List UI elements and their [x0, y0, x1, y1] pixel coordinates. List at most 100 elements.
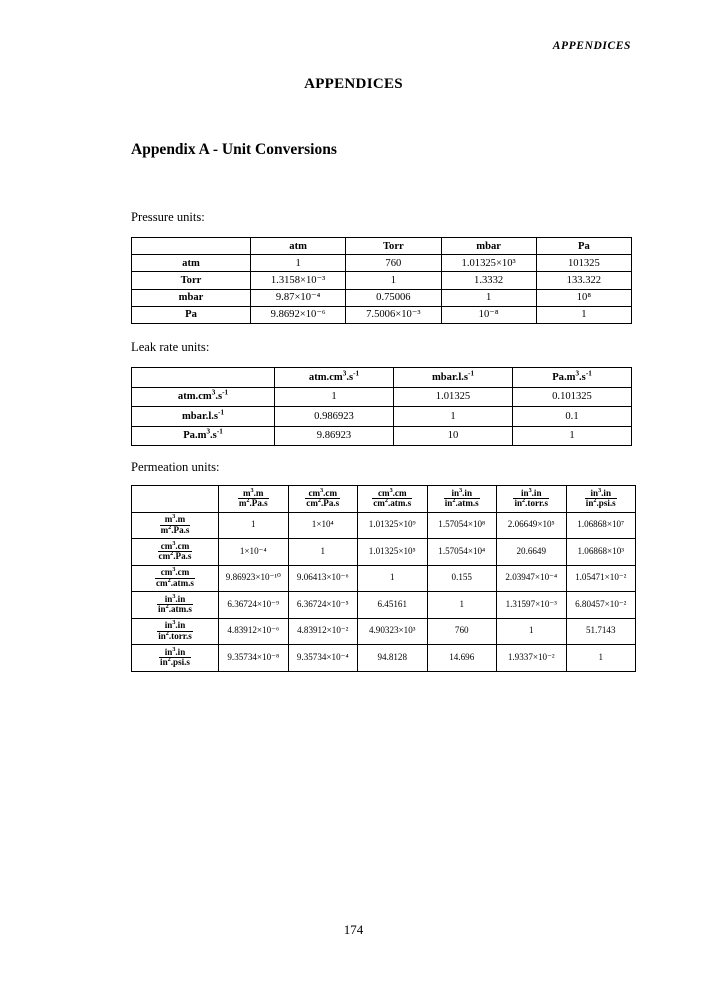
column-header-unit-6: in3.in in2.psi.s [565, 485, 636, 513]
column-header-atm: atm [249, 236, 347, 256]
data-cell: 760 [345, 254, 442, 273]
data-cell: 51.7143 [565, 617, 636, 645]
row-header-Pa.m3.s-1: Pa.m3.s-1 [131, 425, 275, 446]
data-cell: 0.1 [512, 406, 632, 427]
data-cell: 9.06413×10⁻⁶ [287, 564, 358, 592]
column-header-unit-4: in3.in in2.atm.s [426, 485, 497, 513]
data-cell: 1.3332 [440, 271, 537, 290]
table-row: in3.in in2.atm.s 6.36724×10⁻⁹ 6.36724×10⁻⁵ 6… [131, 591, 636, 619]
data-cell: 10 [393, 425, 513, 446]
column-header-unit-5: in3.in in2.torr.s [496, 485, 567, 513]
table-header-row: atm.cm3.s-1 mbar.l.s-1 Pa.m3.s-1 [131, 367, 632, 388]
page-number: 174 [343, 922, 364, 937]
table-row: mbar 9.87×10⁻⁴ 0.75006 1 10⁸ [131, 288, 633, 307]
leak-rate-units-caption: Leak rate units: [131, 340, 210, 354]
data-cell: 6.36724×10⁻⁵ [287, 591, 358, 619]
data-cell: 9.35734×10⁻⁴ [287, 644, 358, 672]
row-header-unit-6: in3.in in2.psi.s [131, 644, 219, 672]
data-cell: 1 [565, 644, 636, 672]
column-header-unit-2: cm3.cm cm2.Pa.s [287, 485, 358, 513]
data-cell: 1 [274, 386, 394, 407]
column-header-Pa.m3.s-1: Pa.m3.s-1 [512, 367, 632, 388]
data-cell: 6.80457×10⁻² [565, 591, 636, 619]
permeation-conversion-table: m3.m m2.Pa.s cm3.cm cm2.Pa.s cm3.cm cm2.atm.s… [131, 485, 636, 672]
table-corner-cell [131, 485, 219, 513]
table-header-row: atm Torr mbar Pa [131, 236, 633, 256]
table-row: m3.m m2.Pa.s 1 1×10⁴ 1.01325×10⁹ 1.57054×10⁸ 2… [131, 511, 636, 539]
column-header-pa: Pa [535, 236, 633, 256]
data-cell: 1.05471×10⁻² [565, 564, 636, 592]
data-cell: 1.06868×10³ [565, 538, 636, 566]
data-cell: 1 [357, 564, 428, 592]
data-cell: 1.01325×10⁵ [357, 538, 428, 566]
data-cell: 1.01325×10⁹ [357, 511, 428, 539]
data-cell: 4.83912×10⁻⁶ [218, 617, 289, 645]
data-cell: 101325 [535, 254, 633, 273]
data-cell: 9.8692×10⁻⁶ [249, 305, 347, 324]
pressure-units-caption: Pressure units: [131, 210, 205, 224]
data-cell: 4.83912×10⁻² [287, 617, 358, 645]
table-corner-cell [131, 367, 275, 388]
running-header: APPENDICES [552, 40, 631, 52]
table-row: in3.in in2.psi.s 9.35734×10⁻⁸ 9.35734×10⁻⁴ 9… [131, 644, 636, 672]
table-row: mbar.l.s-1 0.986923 1 0.1 [131, 406, 632, 427]
data-cell: 1 [440, 288, 537, 307]
data-cell: 1 [535, 305, 633, 324]
data-cell: 1 [496, 617, 567, 645]
table-row: Pa 9.8692×10⁻⁶ 7.5006×10⁻³ 10⁻⁸ 1 [131, 305, 633, 324]
row-header-mbar.l.s-1: mbar.l.s-1 [131, 406, 275, 427]
data-cell: 6.45161 [357, 591, 428, 619]
data-cell: 1×10⁴ [287, 511, 358, 539]
table-corner-cell [131, 236, 251, 256]
data-cell: 0.155 [426, 564, 497, 592]
table-row: Torr 1.3158×10⁻³ 1 1.3332 133.322 [131, 271, 633, 290]
data-cell: 20.6649 [496, 538, 567, 566]
data-cell: 1 [345, 271, 442, 290]
data-cell: 9.35734×10⁻⁸ [218, 644, 289, 672]
table-row: Pa.m3.s-1 9.86923 10 1 [131, 425, 632, 446]
table-row: in3.in in2.torr.s 4.83912×10⁻⁶ 4.83912×10⁻²… [131, 617, 636, 645]
column-header-atm.cm3.s-1: atm.cm3.s-1 [274, 367, 394, 388]
data-cell: 0.101325 [512, 386, 632, 407]
row-header-torr: Torr [131, 271, 251, 290]
table-row: atm.cm3.s-1 1 1.01325 0.101325 [131, 386, 632, 407]
data-cell: 94.8128 [357, 644, 428, 672]
row-header-unit-2: cm3.cm cm2.Pa.s [131, 538, 219, 566]
data-cell: 4.90323×10³ [357, 617, 428, 645]
data-cell: 1 [512, 425, 632, 446]
data-cell: 2.06649×10⁵ [496, 511, 567, 539]
data-cell: 1 [218, 511, 289, 539]
data-cell: 133.322 [535, 271, 633, 290]
data-cell: 6.36724×10⁻⁹ [218, 591, 289, 619]
data-cell: 9.86923 [274, 425, 394, 446]
page-title: APPENDICES [304, 76, 403, 92]
table-header-row: m3.m m2.Pa.s cm3.cm cm2.Pa.s cm3.cm cm2.atm.s… [131, 485, 636, 513]
data-cell: 14.696 [426, 644, 497, 672]
row-header-mbar: mbar [131, 288, 251, 307]
data-cell: 760 [426, 617, 497, 645]
table-row: atm 1 760 1.01325×10³ 101325 [131, 254, 633, 273]
data-cell: 1.01325 [393, 386, 513, 407]
row-header-atm.cm3.s-1: atm.cm3.s-1 [131, 386, 275, 407]
data-cell: 2.03947×10⁻⁴ [496, 564, 567, 592]
row-header-atm: atm [131, 254, 251, 273]
data-cell: 1.57054×10⁸ [426, 511, 497, 539]
row-header-unit-5: in3.in in2.torr.s [131, 617, 219, 645]
data-cell: 1 [287, 538, 358, 566]
data-cell: 9.87×10⁻⁴ [249, 288, 347, 307]
data-cell: 1.3158×10⁻³ [249, 271, 347, 290]
data-cell: 1.57054×10⁴ [426, 538, 497, 566]
row-header-pa: Pa [131, 305, 251, 324]
leak-rate-conversion-table: atm.cm3.s-1 mbar.l.s-1 Pa.m3.s-1 atm.cm3.s-… [131, 367, 632, 446]
row-header-unit-1: m3.m m2.Pa.s [131, 511, 219, 539]
data-cell: 10⁸ [535, 288, 633, 307]
row-header-unit-3: cm3.cm cm2.atm.s [131, 564, 219, 592]
pressure-conversion-table: atm Torr mbar Pa atm 1 760 1.01325×10³ 101325 Tor… [131, 236, 633, 324]
column-header-mbar.l.s-1: mbar.l.s-1 [393, 367, 513, 388]
permeation-units-caption: Permeation units: [131, 460, 220, 474]
row-header-unit-4: in3.in in2.atm.s [131, 591, 219, 619]
data-cell: 1.01325×10³ [440, 254, 537, 273]
table-row: cm3.cm cm2.Pa.s 1×10⁻⁴ 1 1.01325×10⁵ 1.57054×… [131, 538, 636, 566]
column-header-unit-3: cm3.cm cm2.atm.s [357, 485, 428, 513]
